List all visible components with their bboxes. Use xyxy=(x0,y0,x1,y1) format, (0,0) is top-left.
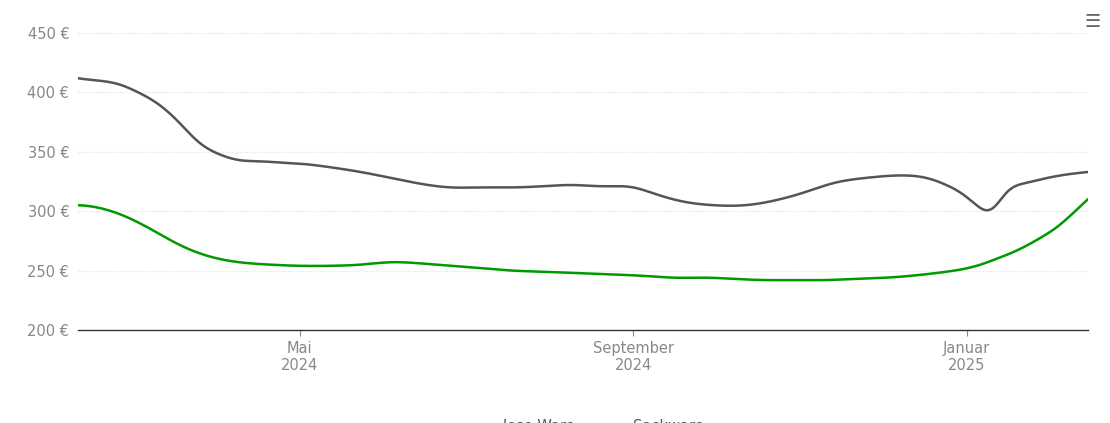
Legend: lose Ware, Sackware: lose Ware, Sackware xyxy=(456,413,709,423)
Text: ☰: ☰ xyxy=(1084,13,1101,31)
